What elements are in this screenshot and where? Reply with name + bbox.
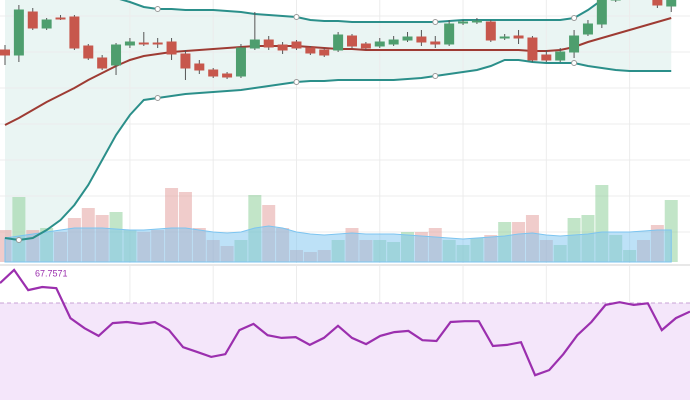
candle-body: [471, 20, 482, 23]
candle-body: [513, 35, 524, 39]
candle-body: [277, 44, 288, 51]
candle-body: [13, 9, 24, 56]
rsi-line: [0, 268, 690, 377]
rsi-band: [0, 302, 690, 400]
candle-body: [235, 47, 246, 77]
candle-body: [291, 41, 302, 49]
candle-body: [305, 47, 316, 54]
candle-body: [652, 0, 663, 6]
candle-body: [83, 45, 94, 59]
candle-body: [0, 49, 10, 56]
candle-body: [458, 21, 469, 24]
candle-body: [527, 37, 538, 61]
lower-band: [4, 59, 672, 242]
band-marker: [571, 15, 578, 21]
candle-body: [55, 17, 66, 20]
candle-body: [152, 42, 163, 45]
candle-body: [263, 39, 274, 48]
candle-body: [541, 54, 552, 61]
band-marker: [571, 60, 578, 66]
band-marker: [154, 6, 161, 12]
candle-body: [194, 63, 205, 71]
candle-body: [499, 36, 510, 39]
candle-body: [124, 41, 135, 46]
candle-body: [222, 73, 233, 78]
band-marker: [293, 79, 300, 85]
candle-body: [374, 41, 385, 47]
band-marker: [432, 19, 439, 25]
candle-body: [319, 49, 330, 56]
candle-body: [582, 23, 593, 35]
candle-body: [208, 69, 219, 77]
candle-body: [360, 43, 371, 49]
candle-body: [166, 41, 177, 55]
candle-body: [347, 35, 357, 47]
band-marker: [15, 237, 22, 243]
candle-body: [27, 11, 38, 29]
candle-body: [485, 21, 496, 41]
band-marker: [293, 14, 300, 20]
candle-body: [402, 36, 413, 41]
candle-body: [555, 51, 566, 61]
upper-band: [119, 0, 604, 23]
rsi-pane: [0, 266, 690, 400]
candle-body: [430, 41, 441, 45]
candle-body: [596, 0, 607, 25]
candle-body: [180, 53, 191, 69]
candle-body: [69, 16, 80, 49]
candle-body: [249, 39, 260, 49]
band-marker: [432, 73, 439, 79]
band-marker: [154, 95, 161, 101]
candle-body: [111, 44, 122, 66]
candle-body: [416, 36, 427, 43]
candle-body: [569, 35, 580, 53]
candle-body: [333, 34, 344, 51]
candle-body: [97, 57, 108, 69]
rsi-value-label: 67.7571: [35, 268, 68, 278]
candle-body: [666, 0, 677, 7]
candle-body: [388, 39, 399, 45]
candle-body: [41, 19, 52, 29]
candle-body: [138, 42, 149, 45]
volume-ma-area: [4, 225, 672, 263]
candle-body: [444, 23, 455, 45]
